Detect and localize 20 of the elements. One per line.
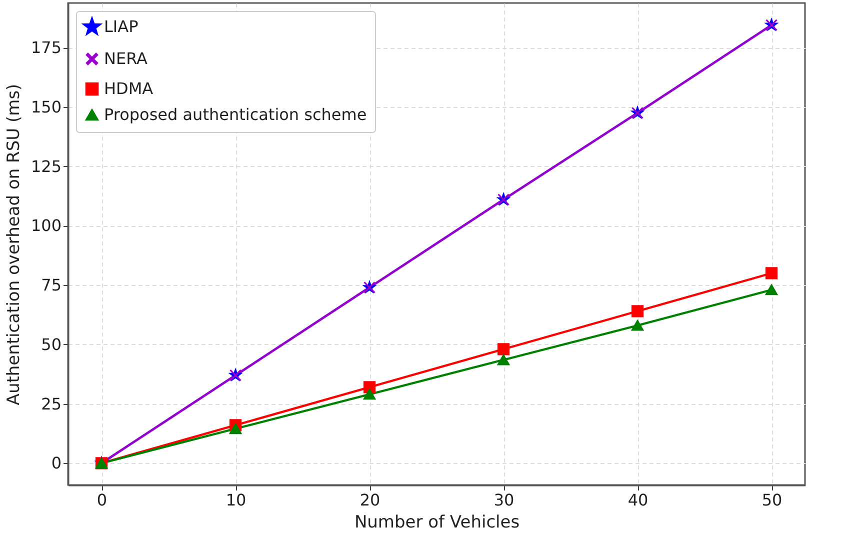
x-tick-label: 0 — [96, 490, 108, 510]
y-tick-label: 25 — [41, 394, 62, 414]
y-tick-label: 125 — [30, 156, 62, 176]
legend-label: HDMA — [104, 79, 154, 98]
y-tick-label: 175 — [30, 38, 62, 58]
legend-label: NERA — [104, 49, 148, 68]
x-tick-label: 50 — [762, 490, 782, 510]
x-tick-label: 20 — [360, 490, 380, 510]
x-tick-label: 10 — [226, 490, 246, 510]
y-axis-title: Authentication overhead on RSU (ms) — [4, 84, 24, 406]
y-tick-label: 0 — [51, 454, 62, 473]
y-tick-label: 100 — [30, 216, 62, 236]
legend-label: LIAP — [104, 17, 139, 36]
legend-label: Proposed authentication scheme — [104, 105, 367, 124]
y-tick-label: 50 — [41, 334, 62, 354]
x-axis-title: Number of Vehicles — [354, 512, 520, 532]
x-tick-label: 30 — [494, 490, 514, 510]
y-tick-label: 150 — [30, 98, 62, 116]
x-tick-label: 40 — [628, 490, 648, 510]
y-tick-label: 75 — [41, 276, 62, 295]
